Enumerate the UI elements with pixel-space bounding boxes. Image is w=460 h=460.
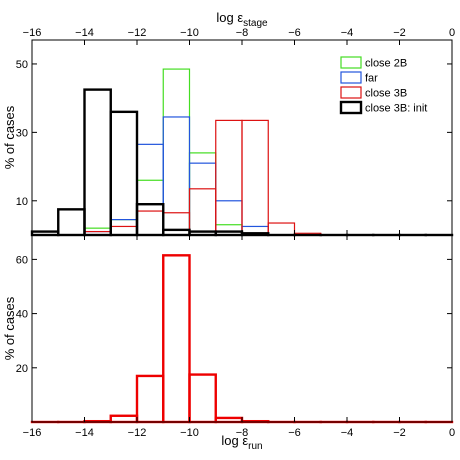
bar-top-s1-b6 [188,162,217,236]
xtick-label-bottom-8: 0 [449,427,455,439]
xtick-label-bottom-4: −8 [236,427,249,439]
xtick-label-top-6: −4 [341,27,354,39]
ylabel-bottom: % of cases [2,296,17,360]
legend-swatch-1 [340,71,362,84]
bar-top-s1-b7 [215,200,243,236]
bar-top-s3-b1 [57,208,86,237]
bar-bottom-s0-b3 [109,414,139,424]
bar-top-s3-b4 [135,203,165,237]
legend-label-0: close 2B [365,58,407,70]
ytick-label-bottom-0: 20 [16,363,28,375]
xtick-label-bottom-7: −2 [393,427,406,439]
bar-bottom-s0-b7 [214,416,244,424]
xtick-label-top-3: −10 [180,27,199,39]
legend-swatch-2 [340,86,362,99]
bar-top-s3-b7 [214,230,244,237]
ytick-label-bottom-2: 60 [16,254,28,266]
ylabel-top: % of cases [2,105,17,169]
bar-top-s2-b7 [215,119,243,236]
bar-top-s3-b3 [109,110,139,237]
xtick-label-top-0: −16 [23,27,42,39]
bar-top-s0-b6 [188,152,217,236]
bar-top-s2-b6 [188,188,217,236]
bar-bottom-s0-b6 [188,373,217,424]
xtick-label-top-2: −12 [128,27,147,39]
xtick-label-top-1: −14 [75,27,94,39]
bar-top-s3-b6 [188,230,217,237]
ytick-label-top-0: 10 [16,196,28,208]
bar-top-s1-b5 [162,116,191,236]
bar-top-s3-b5 [162,228,191,237]
xtick-label-bottom-0: −16 [23,427,42,439]
bar-top-s0-b5 [162,68,191,236]
bar-top-s2-b5 [162,212,191,236]
xlabel-bottom: log εrun [221,433,262,452]
bar-top-s1-b3 [110,219,138,236]
ytick-label-top-2: 50 [16,59,28,71]
bar-top-s0-b3 [110,219,138,236]
bar-top-s1-b4 [136,143,164,236]
xtick-label-top-8: 0 [449,27,455,39]
bar-top-s2-b9 [267,222,296,236]
bar-top-s2-b4 [136,210,164,236]
xtick-label-bottom-3: −10 [180,427,199,439]
xtick-label-bottom-5: −6 [288,427,301,439]
bar-top-s3-b0 [30,230,60,237]
ytick-label-bottom-1: 40 [16,309,28,321]
bar-bottom-s0-b5 [162,254,191,424]
bar-top-s2-b3 [110,225,138,236]
axes-box-bottom [31,234,453,423]
legend-label-1: far [365,73,378,85]
xtick-label-bottom-2: −12 [128,427,147,439]
ytick-label-top-1: 30 [16,127,28,139]
bar-top-s0-b7 [215,224,243,236]
legend-label-3: close 3B: init [365,103,427,115]
xtick-label-top-4: −8 [236,27,249,39]
bar-top-s0-b4 [136,179,164,236]
xtick-label-bottom-1: −14 [75,427,94,439]
xtick-label-bottom-6: −4 [341,427,354,439]
legend-swatch-3 [339,100,363,115]
bar-bottom-s0-b4 [135,374,165,424]
xtick-label-top-5: −6 [288,27,301,39]
xtick-label-top-7: −2 [393,27,406,39]
xlabel-top: log εstage [216,10,268,29]
legend-label-2: close 3B [365,88,407,100]
bar-top-s2-b8 [241,119,269,236]
bar-top-s3-b2 [83,88,112,237]
legend-swatch-0 [340,56,362,69]
